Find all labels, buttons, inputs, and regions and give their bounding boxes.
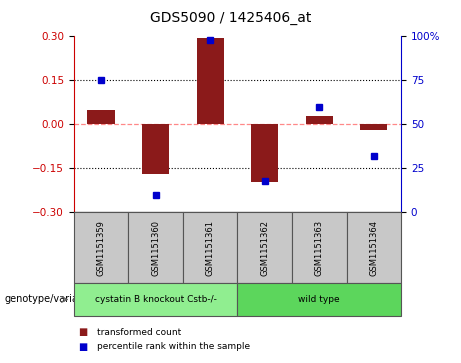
Bar <box>196 38 224 124</box>
Text: GSM1151362: GSM1151362 <box>260 220 269 276</box>
Text: wild type: wild type <box>298 295 340 304</box>
Text: transformed count: transformed count <box>97 328 181 337</box>
Text: cystatin B knockout Cstb-/-: cystatin B knockout Cstb-/- <box>95 295 217 304</box>
Text: GSM1151364: GSM1151364 <box>369 220 378 276</box>
Text: GSM1151359: GSM1151359 <box>96 220 106 276</box>
Text: ■: ■ <box>78 342 88 352</box>
Text: GSM1151361: GSM1151361 <box>206 220 215 276</box>
Bar <box>251 124 278 182</box>
Text: percentile rank within the sample: percentile rank within the sample <box>97 342 250 351</box>
Bar <box>142 124 169 174</box>
Text: GSM1151360: GSM1151360 <box>151 220 160 276</box>
Text: GDS5090 / 1425406_at: GDS5090 / 1425406_at <box>150 11 311 25</box>
Text: genotype/variation: genotype/variation <box>5 294 97 305</box>
Text: GSM1151363: GSM1151363 <box>315 220 324 276</box>
Bar <box>360 124 387 130</box>
Bar <box>88 110 115 124</box>
Bar <box>306 115 333 124</box>
Text: ■: ■ <box>78 327 88 337</box>
